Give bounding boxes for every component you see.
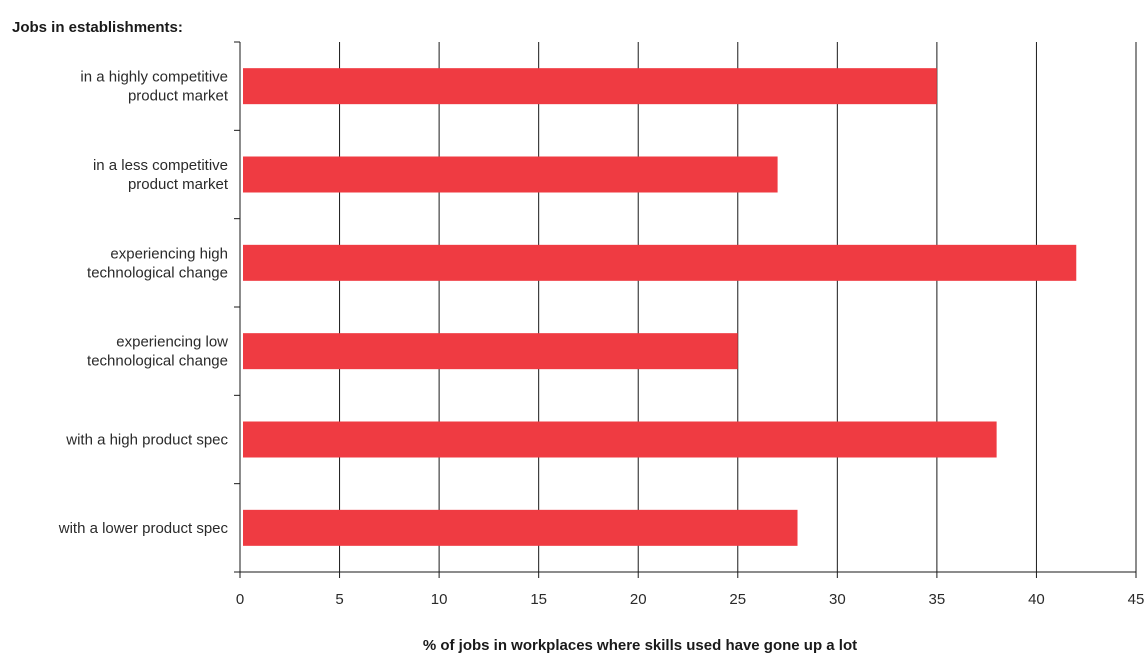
x-tick-label: 35	[929, 591, 946, 608]
bar	[243, 421, 997, 458]
bar	[243, 244, 1077, 281]
y-category-label: experiencing low technological change	[87, 334, 228, 370]
bar	[243, 156, 778, 193]
x-tick-label: 25	[729, 591, 746, 608]
bar	[243, 509, 798, 546]
category-group-title: Jobs in establishments:	[12, 19, 183, 36]
x-tick-label: 40	[1028, 591, 1045, 608]
y-category-label: with a high product spec	[65, 432, 228, 449]
y-category-label: in a less competitive product market	[93, 157, 229, 193]
y-category-label: with a lower product spec	[58, 520, 229, 537]
x-tick-label: 20	[630, 591, 647, 608]
x-tick-label: 5	[335, 591, 343, 608]
x-tick-label: 0	[236, 591, 244, 608]
x-axis-title: % of jobs in workplaces where skills use…	[422, 637, 858, 654]
x-tick-label: 10	[431, 591, 448, 608]
y-category-label: experiencing high technological change	[87, 245, 228, 281]
bar	[243, 68, 937, 105]
x-tick-label: 15	[530, 591, 547, 608]
x-tick-label: 45	[1128, 591, 1145, 608]
x-tick-label: 30	[829, 591, 846, 608]
bar	[243, 333, 738, 370]
y-category-label: in a highly competitive product market	[80, 69, 228, 105]
